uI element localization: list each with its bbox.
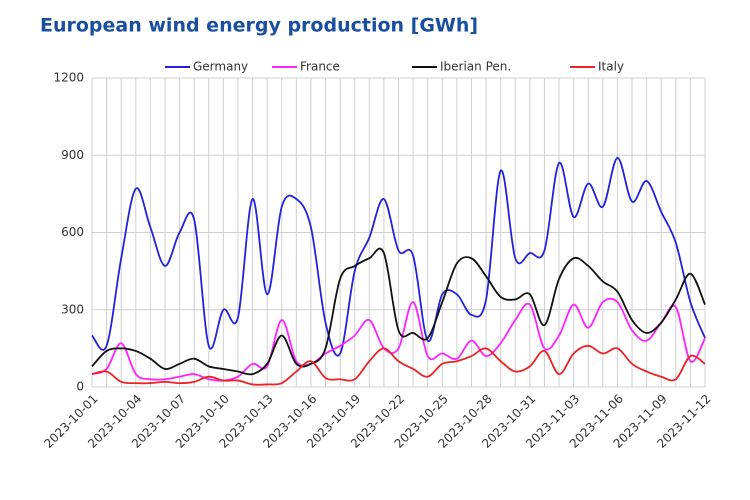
legend-label: Germany <box>193 60 248 74</box>
series-line <box>91 297 706 382</box>
legend-label: France <box>300 60 340 74</box>
y-tick-label: 600 <box>61 225 84 239</box>
y-tick-label: 900 <box>61 148 84 162</box>
legend-label: Italy <box>598 60 624 74</box>
series-line <box>91 247 706 376</box>
y-tick-label: 1200 <box>53 71 84 85</box>
y-tick-label: 300 <box>61 302 84 316</box>
series-line <box>91 156 706 357</box>
series-line <box>91 344 706 386</box>
legend-label: Iberian Pen. <box>440 60 511 74</box>
y-tick-label: 0 <box>76 380 84 394</box>
chart-title: European wind energy production [GWh] <box>40 15 478 37</box>
